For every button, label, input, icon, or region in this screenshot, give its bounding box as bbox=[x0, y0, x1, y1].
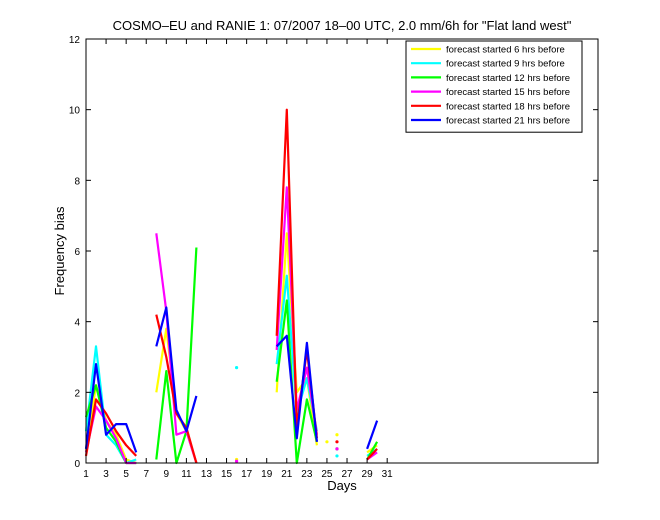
legend-entry: forecast started 15 hrs before bbox=[446, 87, 570, 98]
y-tick-label: 6 bbox=[74, 247, 80, 258]
series-4 bbox=[84, 186, 378, 465]
x-tick-label: 23 bbox=[301, 469, 313, 480]
legend-box bbox=[405, 40, 583, 133]
legend-entry: forecast started 9 hrs before bbox=[446, 59, 565, 70]
y-tick-label: 0 bbox=[74, 459, 80, 470]
x-tick-label: 5 bbox=[123, 469, 129, 480]
series-layer bbox=[84, 108, 379, 465]
y-axis-label: Frequency bias bbox=[52, 206, 67, 295]
legend-entry: forecast started 12 hrs before bbox=[446, 73, 570, 84]
data-point bbox=[335, 454, 339, 458]
x-tick-label: 17 bbox=[241, 469, 253, 480]
x-tick-label: 29 bbox=[362, 469, 374, 480]
data-point bbox=[325, 440, 329, 444]
data-point bbox=[335, 440, 339, 444]
series-line bbox=[366, 420, 379, 450]
y-tick-label: 12 bbox=[69, 35, 81, 46]
y-tick-label: 10 bbox=[69, 106, 81, 117]
chart-title: COSMO–EU and RANIE 1: 07/2007 18–00 UTC,… bbox=[113, 18, 572, 33]
x-axis-label: Days bbox=[327, 478, 357, 493]
data-point bbox=[335, 433, 339, 437]
series-line bbox=[275, 334, 318, 442]
legend-entry: forecast started 18 hrs before bbox=[446, 101, 570, 112]
x-tick-label: 21 bbox=[281, 469, 293, 480]
series-line bbox=[84, 398, 138, 457]
x-tick-label: 11 bbox=[181, 469, 192, 480]
legend-entry: forecast started 6 hrs before bbox=[446, 45, 565, 56]
y-tick-label: 2 bbox=[74, 388, 80, 399]
data-point bbox=[234, 459, 239, 463]
series-6 bbox=[84, 306, 379, 453]
x-tick-label: 25 bbox=[321, 469, 333, 480]
x-tick-label: 9 bbox=[164, 469, 170, 480]
y-tick-label: 8 bbox=[74, 176, 80, 187]
series-5 bbox=[84, 108, 378, 464]
series-line bbox=[366, 448, 378, 461]
x-tick-label: 31 bbox=[382, 469, 394, 480]
x-tick-label: 13 bbox=[201, 469, 213, 480]
series-line bbox=[155, 306, 198, 433]
x-tick-label: 27 bbox=[341, 469, 353, 480]
series-1 bbox=[84, 232, 378, 465]
x-tick-label: 15 bbox=[221, 469, 233, 480]
legend-entry: forecast started 21 hrs before bbox=[446, 116, 570, 127]
x-tick-label: 19 bbox=[261, 469, 273, 480]
x-tick-label: 1 bbox=[83, 469, 89, 480]
x-tick-label: 3 bbox=[103, 469, 109, 480]
x-tick-label: 7 bbox=[143, 469, 149, 480]
y-tick-label: 4 bbox=[74, 318, 80, 329]
series-line bbox=[84, 363, 138, 453]
data-point bbox=[234, 366, 239, 370]
legend: forecast started 6 hrs before forecast st… bbox=[405, 40, 583, 133]
series-line bbox=[155, 314, 198, 464]
data-point bbox=[335, 447, 339, 451]
